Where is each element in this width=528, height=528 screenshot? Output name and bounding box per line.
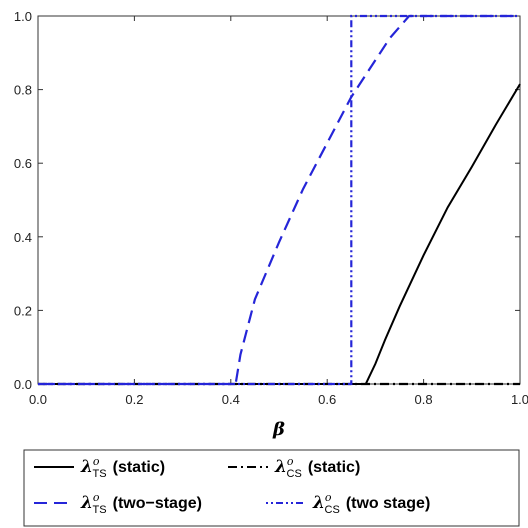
series-line-2 (38, 14, 520, 386)
x-tick-label: 0.8 (415, 392, 433, 407)
legend-label: λo TS (two−stage) (80, 491, 202, 516)
plot-frame (37, 15, 521, 385)
series-line-3 (38, 14, 520, 386)
legend-item-0: λo TS (static) (34, 455, 165, 480)
x-tick-label: 1.0 (511, 392, 528, 407)
y-tick-label: 0.6 (14, 156, 32, 171)
x-axis-label: β (272, 419, 285, 440)
x-tick-label: 0.2 (125, 392, 143, 407)
series-line-0 (38, 83, 521, 385)
legend-box (23, 449, 520, 527)
x-tick-label: 0.0 (29, 392, 47, 407)
axis-ticks: 0.0 0.2 0.4 0.6 0.8 1.0 0.0 0.2 0.4 0.6 0.8 1.0 (14, 9, 528, 407)
legend-label: λo CS (static) (274, 455, 360, 480)
x-tick-label: 0.4 (222, 392, 240, 407)
y-tick-label: 0.4 (14, 230, 32, 245)
series-layer (38, 14, 521, 386)
legend-label: λo CS (two stage) (312, 491, 430, 516)
y-tick-label: 0.2 (14, 303, 32, 318)
y-tick-label: 0.0 (14, 377, 32, 392)
legend-label: λo TS (static) (80, 455, 165, 480)
legend-item-1: λo CS (static) (228, 455, 360, 480)
legend-item-3: λo CS (two stage) (266, 491, 430, 516)
x-tick-label: 0.6 (318, 392, 336, 407)
legend-item-2: λo TS (two−stage) (34, 491, 202, 516)
y-tick-label: 1.0 (14, 9, 32, 24)
y-tick-label: 0.8 (14, 83, 32, 98)
legend: λo TS (static) λo CS (static) λo TS (two−stage) λ… (34, 455, 430, 516)
